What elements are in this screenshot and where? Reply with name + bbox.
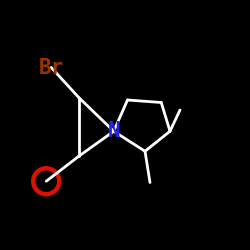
Text: N: N — [108, 121, 120, 141]
Text: Br: Br — [38, 58, 64, 78]
